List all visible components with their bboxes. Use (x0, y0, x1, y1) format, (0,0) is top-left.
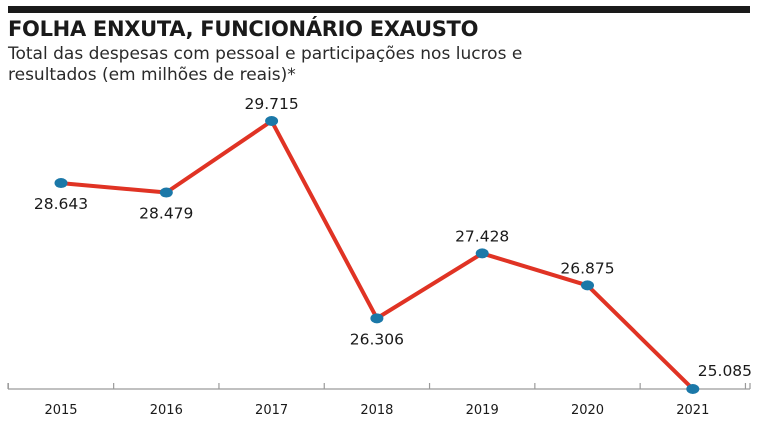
data-point-2020 (581, 280, 594, 291)
value-label-2017: 29.715 (244, 95, 298, 113)
data-point-2016 (159, 187, 173, 198)
value-label-2015: 28.643 (34, 195, 88, 213)
data-point-2018 (370, 313, 384, 324)
x-tick-label-2017: 2017 (255, 403, 288, 418)
chart-title: FOLHA ENXUTA, FUNCIONÁRIO EXAUSTO (8, 17, 479, 41)
series-line (59, 119, 695, 391)
top-rule (8, 6, 750, 13)
data-point-2015 (54, 178, 68, 189)
chart-subtitle-text: Total das despesas com pessoal e partici… (8, 44, 523, 85)
data-points (54, 116, 700, 394)
x-tick-label-2019: 2019 (466, 403, 499, 418)
x-tick-label-2020: 2020 (571, 403, 604, 418)
series-line-group (59, 119, 695, 391)
value-label-2019: 27.428 (455, 227, 509, 245)
data-point-2021 (686, 384, 700, 394)
x-tick-label-2018: 2018 (360, 403, 393, 418)
x-axis (7, 383, 751, 390)
value-label-2021: 25.085 (698, 362, 752, 380)
x-tick-labels: 2015 2016 2017 2018 2019 2020 2021 (44, 403, 709, 418)
data-point-2017 (265, 116, 279, 126)
data-point-2019 (475, 248, 489, 259)
chart-subtitle: Total das despesas com pessoal e partici… (8, 44, 528, 86)
x-tick-label-2021: 2021 (676, 403, 709, 418)
value-label-2018: 26.306 (350, 330, 404, 348)
x-tick-label-2016: 2016 (150, 403, 183, 418)
value-labels: 28.643 28.479 29.715 26.306 27.428 26.875 25.0… (34, 95, 752, 380)
value-label-2016: 28.479 (139, 205, 193, 223)
value-label-2020: 26.875 (560, 259, 614, 277)
x-tick-label-2015: 2015 (44, 403, 77, 418)
